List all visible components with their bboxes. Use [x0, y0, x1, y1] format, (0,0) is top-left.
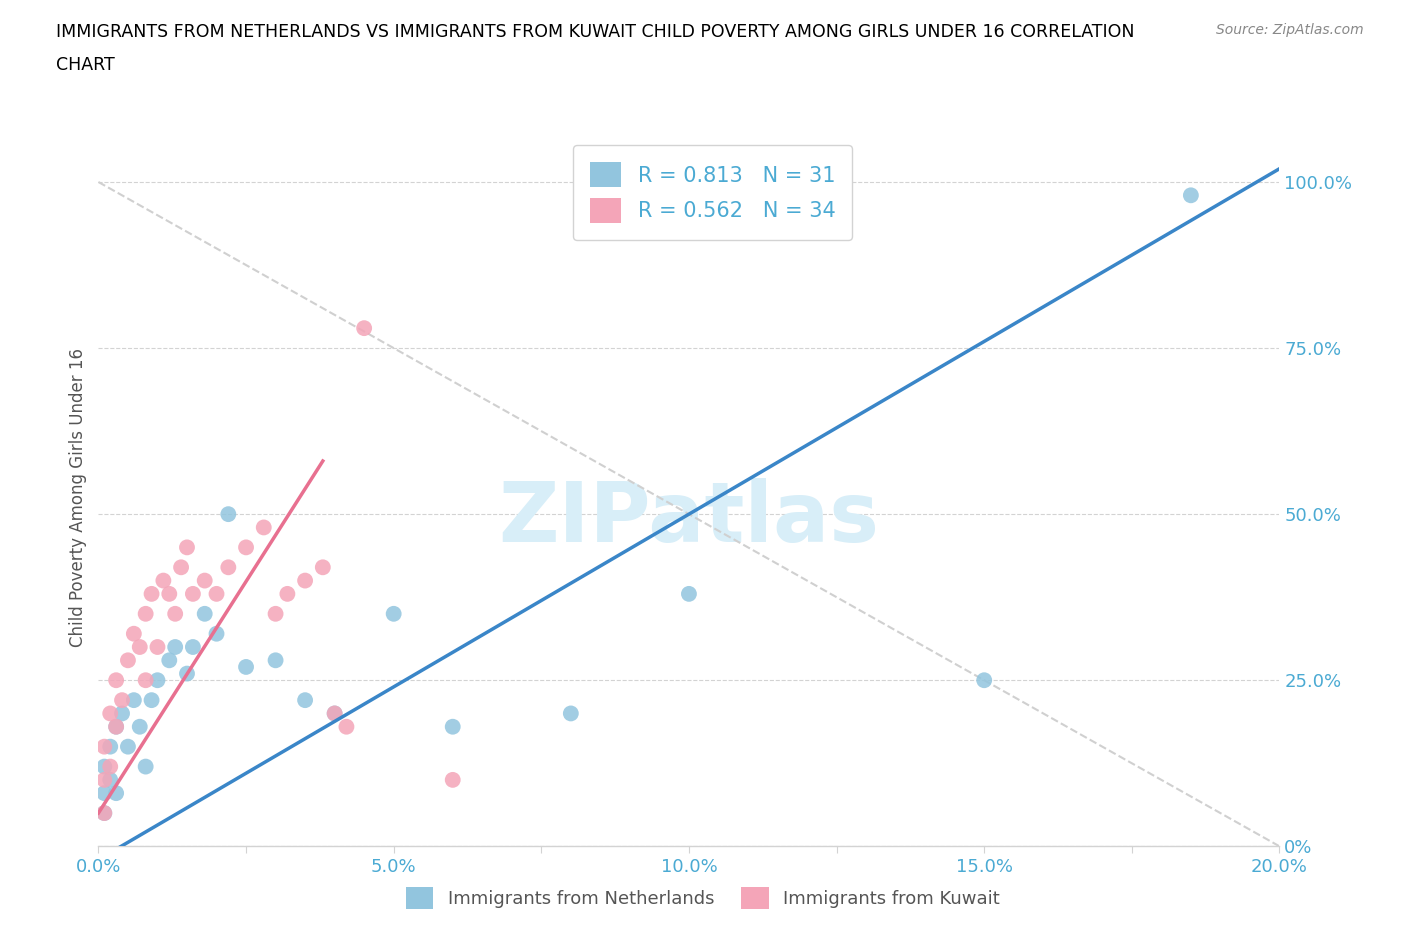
Point [93, 739, 115, 754]
Point [128, 719, 150, 734]
Point [217, 507, 239, 522]
Point [205, 587, 228, 602]
Point [157, 653, 180, 668]
Point [122, 693, 145, 708]
Legend: R = 0.813   N = 31, R = 0.562   N = 34: R = 0.813 N = 31, R = 0.562 N = 34 [574, 145, 852, 240]
Point [181, 640, 204, 655]
Point [235, 540, 257, 555]
Point [165, 640, 187, 655]
Point [111, 693, 134, 708]
Point [105, 672, 128, 687]
Point [560, 706, 582, 721]
Point [253, 520, 276, 535]
Point [973, 672, 995, 687]
Point [205, 626, 228, 641]
Point [176, 666, 198, 681]
Point [353, 321, 375, 336]
Point [176, 540, 198, 555]
Point [93, 786, 115, 801]
Point [217, 560, 239, 575]
Point [312, 560, 335, 575]
Point [117, 653, 139, 668]
Point [117, 739, 139, 754]
Point [194, 573, 217, 588]
Point [170, 560, 193, 575]
Point [141, 693, 163, 708]
Point [93, 805, 115, 820]
Point [122, 626, 145, 641]
Text: CHART: CHART [56, 56, 115, 73]
Point [111, 706, 134, 721]
Point [157, 587, 180, 602]
Point [141, 587, 163, 602]
Point [235, 659, 257, 674]
Point [105, 786, 128, 801]
Point [382, 606, 405, 621]
Point [105, 719, 128, 734]
Point [135, 759, 157, 774]
Point [135, 672, 157, 687]
Point [264, 653, 287, 668]
Point [441, 773, 464, 788]
Point [264, 606, 287, 621]
Text: Source: ZipAtlas.com: Source: ZipAtlas.com [1216, 23, 1364, 37]
Point [128, 640, 150, 655]
Point [146, 640, 169, 655]
Point [93, 805, 115, 820]
Point [294, 693, 316, 708]
Point [1180, 188, 1202, 203]
Point [165, 606, 187, 621]
Point [98, 759, 121, 774]
Point [276, 587, 298, 602]
Point [441, 719, 464, 734]
Y-axis label: Child Poverty Among Girls Under 16: Child Poverty Among Girls Under 16 [69, 348, 87, 647]
Point [135, 606, 157, 621]
Point [181, 587, 204, 602]
Point [98, 739, 121, 754]
Text: ZIPatlas: ZIPatlas [499, 478, 879, 559]
Point [146, 672, 169, 687]
Point [323, 706, 346, 721]
Point [323, 706, 346, 721]
Point [98, 773, 121, 788]
Legend: Immigrants from Netherlands, Immigrants from Kuwait: Immigrants from Netherlands, Immigrants … [399, 880, 1007, 916]
Point [105, 719, 128, 734]
Point [93, 759, 115, 774]
Text: IMMIGRANTS FROM NETHERLANDS VS IMMIGRANTS FROM KUWAIT CHILD POVERTY AMONG GIRLS : IMMIGRANTS FROM NETHERLANDS VS IMMIGRANT… [56, 23, 1135, 41]
Point [152, 573, 174, 588]
Point [294, 573, 316, 588]
Point [335, 719, 357, 734]
Point [678, 587, 700, 602]
Point [194, 606, 217, 621]
Point [93, 773, 115, 788]
Point [98, 706, 121, 721]
